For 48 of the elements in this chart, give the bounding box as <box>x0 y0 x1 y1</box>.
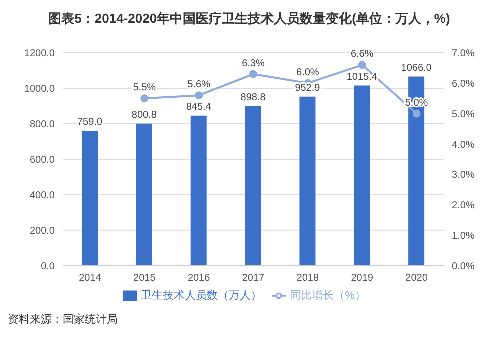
y2-tick-label: 4.0% <box>452 140 475 151</box>
data-label: 6.0% <box>296 67 320 78</box>
data-label: 5.6% <box>188 80 211 91</box>
text: 资料来源：国家统计局 <box>8 312 119 327</box>
y-tick-label: 200.0 <box>30 226 56 237</box>
y-tick-label: 0.0 <box>41 261 56 272</box>
y-tick-label: 1000.0 <box>24 84 56 96</box>
chart-title: 图表5：2014-2020年中国医疗卫生技术人员数量变化(单位：万人，%) <box>48 10 452 28</box>
point <box>250 70 258 78</box>
point <box>140 94 149 103</box>
x-tick-label: 2015 <box>134 273 156 284</box>
data-label: 845.4 <box>186 102 212 113</box>
point <box>195 92 204 100</box>
y-tick-label: 400.0 <box>30 190 56 202</box>
bar <box>190 116 207 266</box>
x-tick-label: 2014 <box>79 273 102 284</box>
x-tick-label: 2016 <box>188 273 211 284</box>
bar <box>300 96 316 266</box>
bar <box>82 131 98 266</box>
data-label: 5.5% <box>133 82 156 94</box>
y-tick-label: 800.0 <box>30 120 56 131</box>
data-label: 800.8 <box>132 110 158 121</box>
point <box>358 61 366 70</box>
y2-tick-label: 3.0% <box>452 170 475 182</box>
x-tick-label: 2017 <box>242 273 266 284</box>
y-tick-label: 600.0 <box>30 155 56 166</box>
legend-label: 同比增长（%） <box>290 290 366 302</box>
data-label: 952.9 <box>295 82 321 94</box>
bar <box>354 86 370 266</box>
bar <box>245 106 262 266</box>
y2-tick-label: 1.0% <box>452 231 475 242</box>
x-tick-label: 2018 <box>296 273 320 284</box>
bar <box>136 124 152 266</box>
y-tick-label: 1200.0 <box>24 48 56 60</box>
y2-tick-label: 0.0% <box>452 261 475 272</box>
data-label: 898.8 <box>240 92 266 104</box>
y2-tick-label: 7.0% <box>452 48 475 60</box>
data-label: 6.3% <box>242 58 266 70</box>
y2-tick-label: 5.0% <box>452 109 475 120</box>
legend-label: 卫生技术人员数（万人） <box>141 290 262 302</box>
data-label: 6.6% <box>350 49 374 60</box>
x-tick-label: 2019 <box>351 273 374 284</box>
point <box>412 110 421 118</box>
data-label: 759.0 <box>77 117 103 128</box>
y2-tick-label: 6.0% <box>452 78 475 90</box>
data-label: 1066.0 <box>401 62 432 74</box>
x-tick-label: 2020 <box>406 273 428 284</box>
y2-tick-label: 2.0% <box>452 200 475 212</box>
